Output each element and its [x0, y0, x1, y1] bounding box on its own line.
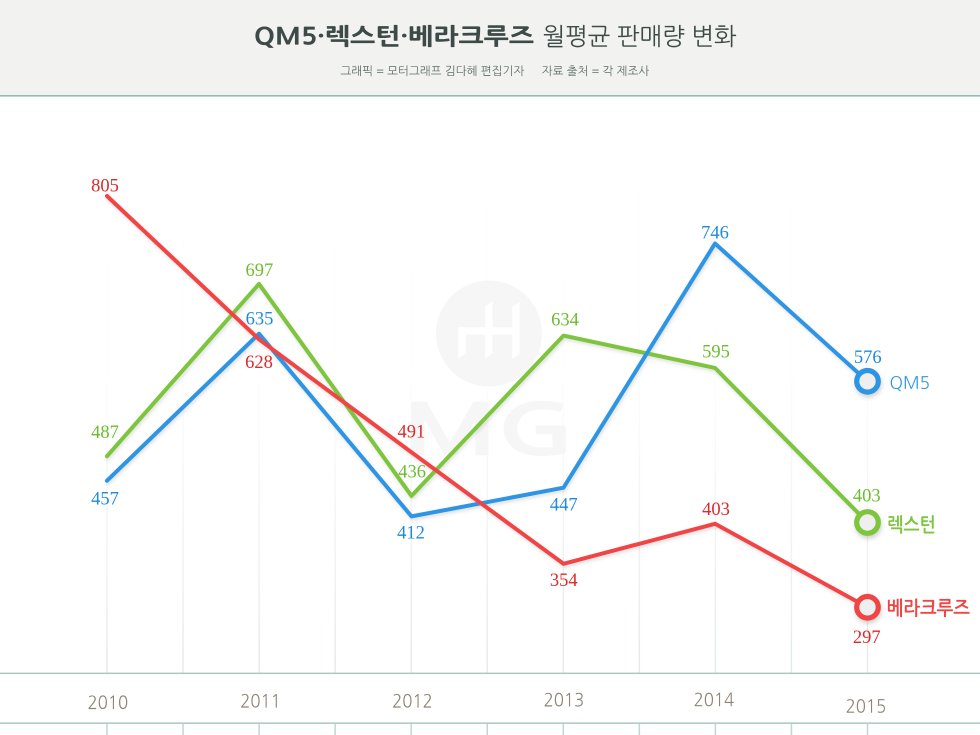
svg-text:491: 491: [398, 422, 426, 442]
svg-text:634: 634: [551, 311, 579, 331]
svg-text:297: 297: [853, 628, 881, 648]
svg-text:595: 595: [702, 343, 730, 363]
svg-text:354: 354: [550, 571, 578, 591]
svg-text:436: 436: [398, 463, 426, 483]
svg-text:403: 403: [702, 500, 730, 520]
svg-text:628: 628: [245, 353, 273, 373]
svg-text:805: 805: [91, 176, 119, 196]
svg-text:403: 403: [853, 487, 881, 507]
svg-text:412: 412: [397, 523, 425, 543]
svg-text:576: 576: [854, 348, 882, 368]
svg-text:746: 746: [701, 223, 729, 243]
svg-text:447: 447: [550, 495, 578, 515]
svg-text:457: 457: [91, 489, 119, 509]
svg-text:487: 487: [91, 423, 119, 443]
svg-text:635: 635: [246, 310, 274, 330]
svg-text:697: 697: [246, 261, 274, 281]
